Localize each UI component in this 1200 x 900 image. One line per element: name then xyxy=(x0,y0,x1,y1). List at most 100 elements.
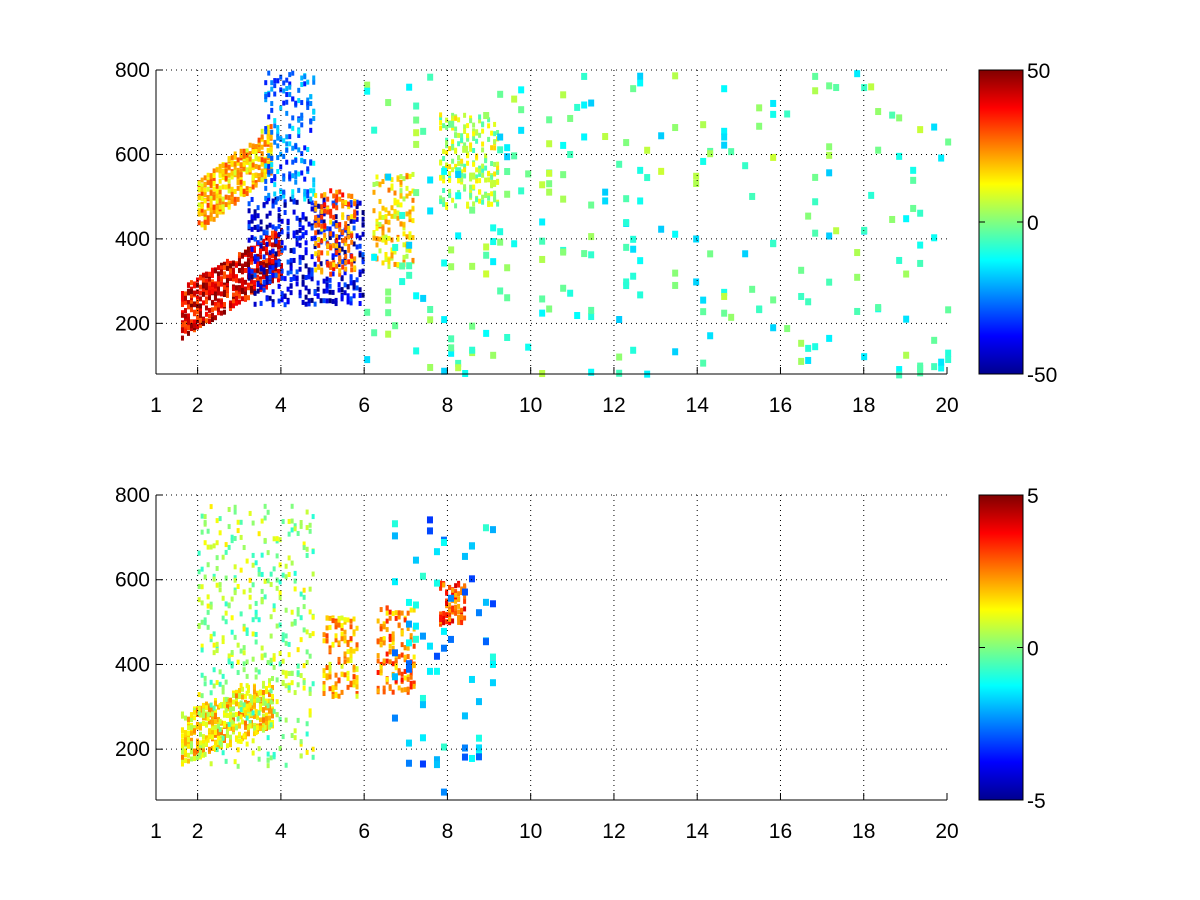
heatmap-cell xyxy=(903,270,910,278)
heatmap-cell xyxy=(323,232,327,238)
heatmap-cell xyxy=(197,623,201,629)
heatmap-cell xyxy=(200,177,204,183)
heatmap-cell xyxy=(210,730,214,736)
heatmap-cell xyxy=(280,229,284,235)
heatmap-cell xyxy=(490,161,494,167)
heatmap-cell xyxy=(322,219,326,225)
heatmap-cell xyxy=(275,699,279,705)
heatmap-cell xyxy=(469,322,476,330)
heatmap-cell xyxy=(325,298,329,304)
heatmap-cell xyxy=(770,296,777,304)
heatmap-cell xyxy=(343,638,347,644)
heatmap-cell xyxy=(770,99,777,107)
heatmap-cell xyxy=(216,719,220,725)
heatmap-cell xyxy=(460,133,464,139)
heatmap-cell xyxy=(239,175,243,181)
heatmap-cell xyxy=(262,279,266,285)
heatmap-cell xyxy=(487,200,491,206)
heatmap-cell xyxy=(546,140,553,148)
heatmap-cell xyxy=(304,285,308,291)
heatmap-cell xyxy=(331,271,335,277)
heatmap-cell xyxy=(469,146,473,152)
heatmap-cell xyxy=(468,754,475,762)
heatmap-cell xyxy=(263,652,267,658)
heatmap-cell xyxy=(183,730,187,736)
heatmap-cell xyxy=(875,304,882,312)
heatmap-cell xyxy=(228,697,232,703)
heatmap-cell xyxy=(297,117,301,123)
heatmap-cell xyxy=(409,607,413,613)
heatmap-cell xyxy=(240,296,244,302)
heatmap-cell xyxy=(305,721,309,727)
heatmap-cell xyxy=(183,748,187,754)
heatmap-cell xyxy=(240,287,244,293)
heatmap-cell xyxy=(216,735,220,741)
heatmap-cell xyxy=(204,712,208,718)
x-tick-label: 1 xyxy=(150,394,162,417)
heatmap-cell xyxy=(279,151,283,157)
heatmap-cell xyxy=(392,243,399,251)
heatmap-cell xyxy=(221,184,225,190)
heatmap-cell xyxy=(756,104,763,112)
heatmap-cell xyxy=(427,305,434,313)
heatmap-cell xyxy=(322,298,326,304)
heatmap-cell xyxy=(180,322,184,328)
heatmap-cell xyxy=(267,692,271,698)
heatmap-cell xyxy=(218,582,222,588)
heatmap-cell xyxy=(253,258,257,264)
heatmap-cell xyxy=(180,335,184,341)
heatmap-cell xyxy=(352,284,356,290)
heatmap-cell xyxy=(469,262,476,270)
heatmap-cell xyxy=(310,200,314,206)
heatmap-cell xyxy=(228,263,232,269)
heatmap-cell xyxy=(284,717,288,723)
heatmap-cell xyxy=(264,247,268,253)
heatmap-cell xyxy=(267,682,271,688)
heatmap-cell xyxy=(493,171,497,177)
heatmap-cell xyxy=(581,250,588,258)
heatmap-cell xyxy=(198,740,202,746)
heatmap-cell xyxy=(221,171,225,177)
heatmap-cell xyxy=(227,506,231,512)
heatmap-cell xyxy=(224,575,228,581)
heatmap-cell xyxy=(273,174,277,180)
heatmap-cell xyxy=(240,252,244,258)
heatmap-cell xyxy=(305,525,309,531)
heatmap-cell xyxy=(206,544,210,550)
heatmap-cell xyxy=(189,307,193,313)
heatmap-cell xyxy=(387,259,391,265)
heatmap-cell xyxy=(487,177,491,183)
heatmap-cell xyxy=(278,746,282,752)
heatmap-cell xyxy=(405,598,412,606)
heatmap-cell xyxy=(246,688,250,694)
heatmap-cell xyxy=(412,622,419,630)
heatmap-cell xyxy=(253,301,257,307)
heatmap-cell xyxy=(224,202,228,208)
heatmap-cell xyxy=(489,660,496,668)
heatmap-cell xyxy=(466,133,470,139)
heatmap-cell xyxy=(426,527,433,535)
heatmap-cell xyxy=(261,680,265,686)
heatmap-cell xyxy=(240,719,244,725)
heatmap-cell xyxy=(236,738,240,744)
heatmap-cell xyxy=(390,237,394,243)
heatmap-cell xyxy=(233,590,237,596)
heatmap-cell xyxy=(358,243,362,249)
heatmap-cell xyxy=(463,128,467,134)
heatmap-cell xyxy=(228,737,232,743)
heatmap-cell xyxy=(212,576,216,582)
heatmap-cell xyxy=(637,79,644,87)
heatmap-cell xyxy=(216,732,220,738)
heatmap-cell xyxy=(305,731,309,737)
heatmap-cell xyxy=(192,725,196,731)
heatmap-cell xyxy=(361,231,365,237)
heatmap-cell xyxy=(469,115,473,121)
heatmap-cell xyxy=(707,332,714,340)
heatmap-cell xyxy=(216,743,220,749)
heatmap-cell xyxy=(394,615,398,621)
heatmap-cell xyxy=(192,715,196,721)
heatmap-cell xyxy=(237,723,241,729)
heatmap-cell xyxy=(355,646,359,652)
